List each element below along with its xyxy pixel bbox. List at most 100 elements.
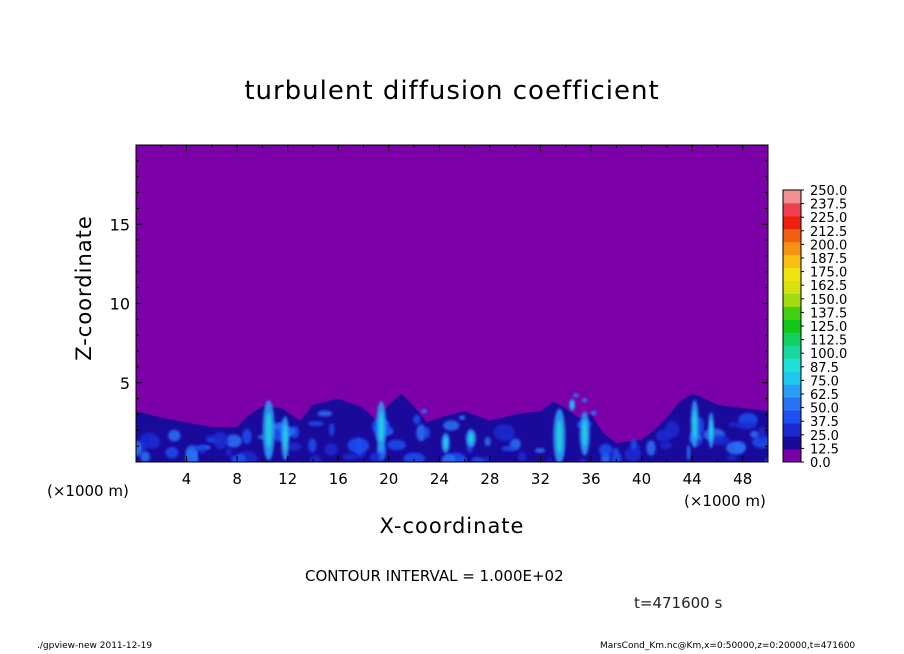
colorbar-swatch <box>783 306 801 320</box>
field-patch <box>168 429 181 442</box>
colorbar-swatch <box>783 345 801 359</box>
field-patch <box>193 450 198 462</box>
field-patch <box>136 440 142 457</box>
colorbar-swatch <box>783 190 801 204</box>
colorbar-swatch <box>783 397 801 411</box>
field-patch <box>578 458 588 462</box>
field-patch <box>455 457 467 462</box>
y-axis-ticks: 5 10 15 <box>110 160 768 447</box>
colorbar-swatch <box>783 267 801 282</box>
field-patch <box>752 435 768 449</box>
field-patch <box>230 454 246 462</box>
field-patch <box>481 456 492 462</box>
colorbar-swatch <box>783 449 801 463</box>
colorbar-label: 0.0 <box>810 456 831 471</box>
colorbar-swatch <box>783 371 801 385</box>
contour-interval-label: CONTOUR INTERVAL = 1.000E+02 <box>305 567 564 585</box>
x-tick-label: 32 <box>531 470 550 488</box>
field-patch <box>758 426 766 440</box>
field-patch <box>165 447 179 459</box>
field-blob <box>572 393 579 398</box>
colorbar-swatch <box>783 293 801 307</box>
field-plume-core <box>468 432 474 444</box>
colorbar-label: 12.5 <box>810 442 839 457</box>
colorbar-label: 200.0 <box>810 238 847 253</box>
field-patch <box>534 448 546 453</box>
field-patch <box>213 431 228 450</box>
field-patch <box>736 422 757 430</box>
field-patch <box>307 421 324 427</box>
colorbar-label: 250.0 <box>810 184 847 199</box>
field-patch <box>710 435 731 446</box>
field-patch <box>416 424 427 442</box>
colorbar-label: 162.5 <box>810 279 847 294</box>
field-patch <box>347 437 370 454</box>
colorbar-swatch <box>783 254 801 269</box>
field-background <box>136 145 768 462</box>
x-axis-ticks: 4 8 12 16 20 24 28 32 36 40 44 48 <box>160 145 752 488</box>
colorbar-label: 87.5 <box>810 361 839 376</box>
plot-area <box>135 144 769 463</box>
field-patch <box>387 439 407 451</box>
field-patch <box>403 452 425 462</box>
field-patch <box>225 434 242 448</box>
field-patch <box>547 458 552 462</box>
x-tick-label: 28 <box>480 470 499 488</box>
footer-data-source: MarsCond_Km.nc@Km,x=0:50000,z=0:20000,t=… <box>600 641 856 651</box>
field-patch <box>655 429 673 442</box>
colorbar-swatch <box>783 436 801 450</box>
field-patch <box>484 437 491 447</box>
field-patch <box>630 438 637 450</box>
x-tick-label: 24 <box>430 470 449 488</box>
colorbar-swatch <box>783 410 801 424</box>
field-patch <box>287 442 301 451</box>
y-tick-label: 15 <box>110 215 130 234</box>
field-patch <box>413 414 421 425</box>
colorbar-label: 100.0 <box>810 347 847 362</box>
field-patch <box>192 445 210 451</box>
field-patch <box>140 451 151 462</box>
y-tick-label: 5 <box>120 374 130 393</box>
colorbar-swatch <box>783 202 801 217</box>
colorbar-label: 225.0 <box>810 211 847 226</box>
turbulence-field <box>136 393 768 462</box>
colorbar-swatch <box>783 280 801 295</box>
field-patch <box>317 410 333 417</box>
colorbar-label: 150.0 <box>810 293 847 308</box>
field-patch <box>624 446 642 462</box>
colorbar-label: 75.0 <box>810 374 839 389</box>
x-tick-label: 12 <box>278 470 297 488</box>
time-label: t=471600 s <box>634 594 723 612</box>
field-plume-core <box>378 411 384 443</box>
field-patch <box>309 454 322 462</box>
x-axis-label: X-coordinate <box>379 514 525 538</box>
field-patch <box>764 457 768 462</box>
colorbar-label: 125.0 <box>810 320 847 335</box>
footer-program-date: ./gpview-new 2011-12-19 <box>37 641 153 651</box>
field-patch <box>750 430 759 438</box>
x-tick-label: 8 <box>232 470 242 488</box>
field-patch <box>226 447 232 457</box>
field-patch <box>726 455 738 461</box>
x-axis-unit-right: (×1000 m) <box>684 492 766 510</box>
colorbar-label: 137.5 <box>810 306 847 321</box>
field-blob <box>590 410 597 416</box>
x-tick-label: 48 <box>733 470 752 488</box>
colorbar: 0.012.525.037.550.062.575.087.5100.0112.… <box>782 184 847 471</box>
colorbar-swatch <box>783 332 801 346</box>
field-patch <box>308 438 317 453</box>
field-patch <box>441 453 456 462</box>
field-patch <box>369 452 381 461</box>
field-patch <box>646 440 656 456</box>
colorbar-swatch <box>783 423 801 437</box>
field-patch <box>517 451 527 462</box>
x-axis-unit-left: (×1000 m) <box>47 482 129 500</box>
field-patch <box>659 441 672 450</box>
field-patch <box>501 445 517 452</box>
field-patch <box>471 456 484 462</box>
colorbar-label: 112.5 <box>810 334 847 349</box>
field-blob <box>581 398 588 403</box>
colorbar-label: 25.0 <box>810 429 839 444</box>
colorbar-label: 50.0 <box>810 402 839 417</box>
